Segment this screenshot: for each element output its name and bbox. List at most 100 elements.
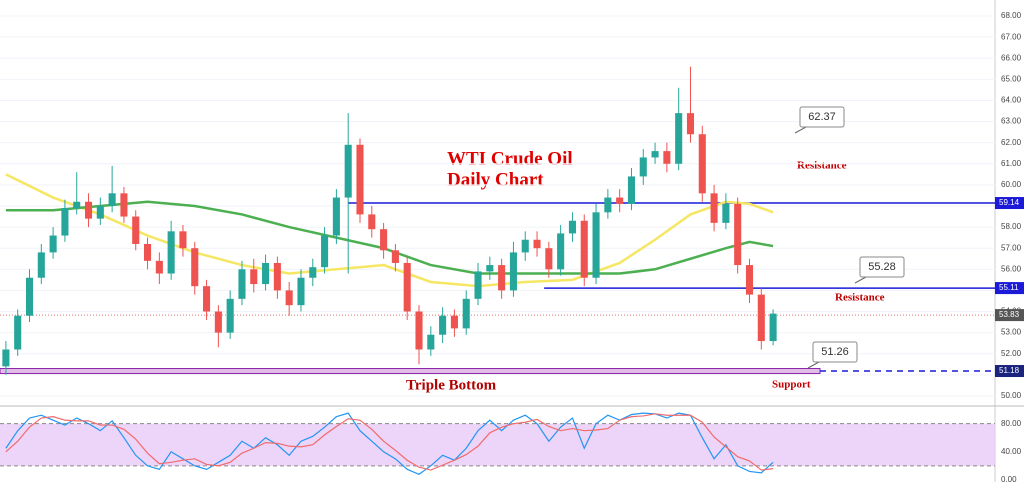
candle-body	[321, 235, 329, 268]
price-tag	[995, 282, 1024, 295]
candle-body	[273, 262, 281, 291]
support-band	[0, 368, 821, 375]
candle-body	[427, 334, 435, 350]
candle-body	[285, 290, 293, 306]
y-tick-label: 40.00	[1001, 447, 1022, 456]
candle-body	[403, 262, 411, 312]
candle-body	[250, 269, 258, 285]
candle-body	[368, 214, 376, 230]
candle-body	[132, 216, 140, 244]
candle-body	[450, 315, 458, 329]
candle-body	[639, 157, 647, 177]
candle-body	[651, 151, 659, 158]
price-tag-label: 55.11	[999, 283, 1019, 292]
candle-body	[710, 193, 718, 223]
y-tick-label: 56.00	[1001, 264, 1022, 273]
price-tag	[995, 197, 1024, 210]
y-tick-label: 60.00	[1001, 180, 1022, 189]
candle-body	[108, 193, 116, 206]
candle-body	[675, 113, 683, 164]
y-tick-label: 57.00	[1001, 243, 1022, 252]
candle-body	[580, 220, 588, 278]
candle-body	[262, 262, 270, 285]
candle-body	[722, 203, 730, 223]
candle-body	[214, 311, 222, 333]
y-tick-label: 64.00	[1001, 96, 1022, 105]
chart-subtitle: Daily Chart	[447, 169, 544, 190]
candle-body	[391, 250, 399, 263]
candle-body	[155, 260, 163, 274]
callout-box	[812, 341, 858, 363]
annotation: Resistance	[835, 292, 885, 304]
candle-body	[226, 298, 234, 333]
candle-body	[769, 313, 777, 342]
callout-pointer	[854, 276, 867, 284]
candle-body	[486, 265, 494, 272]
candle-body	[297, 277, 305, 306]
candle-body	[616, 197, 624, 204]
y-tick-label: 67.00	[1001, 32, 1022, 41]
candle-body	[73, 201, 81, 209]
annotation: Resistance	[797, 160, 847, 172]
y-tick-label: 66.00	[1001, 53, 1022, 62]
price-tag	[995, 309, 1024, 322]
candle-body	[96, 205, 104, 219]
chart-title: WTI Crude Oil	[447, 148, 573, 169]
candle-body	[521, 239, 529, 253]
callout-label: 51.26	[821, 346, 849, 358]
oscillator-line	[5, 413, 774, 471]
candle-body	[415, 311, 423, 350]
candle-body	[698, 134, 706, 194]
candle-body	[2, 349, 10, 367]
candle-body	[557, 233, 565, 270]
candle-body	[356, 144, 364, 215]
candle-body	[203, 286, 211, 312]
y-tick-label: 68.00	[1001, 11, 1022, 20]
price-tag-label: 59.14	[999, 198, 1020, 207]
candle-body	[686, 113, 695, 135]
callout-label: 55.28	[868, 261, 896, 273]
oscillator-line	[5, 412, 774, 475]
callout-pointer	[807, 361, 820, 369]
candle-body	[143, 243, 152, 261]
candle-body	[604, 197, 612, 213]
y-tick-label: 50.00	[1001, 391, 1022, 400]
candle-body	[167, 231, 175, 274]
moving-average	[5, 200, 774, 275]
candle-body	[509, 252, 517, 291]
candle-body	[238, 269, 246, 299]
candle-body	[120, 193, 128, 217]
candle-body	[757, 294, 765, 342]
moving-average	[5, 173, 774, 288]
candle-body	[61, 208, 69, 236]
candle-body	[37, 252, 45, 278]
candle-body	[745, 265, 754, 295]
candle-body	[568, 220, 576, 234]
callout-pointer	[794, 126, 807, 134]
y-tick-label: 80.00	[1001, 419, 1022, 428]
annotation: Support	[772, 379, 811, 391]
candle-body	[474, 271, 482, 299]
y-tick-label: 0.00	[1001, 475, 1017, 482]
callout-label: 62.37	[808, 111, 836, 123]
candle-body	[545, 248, 553, 270]
candle-body	[179, 231, 187, 249]
candle-body	[533, 239, 541, 249]
y-tick-label: 63.00	[1001, 117, 1022, 126]
candle-body	[734, 203, 742, 266]
y-tick-label: 58.00	[1001, 222, 1022, 231]
callout-box	[859, 256, 905, 278]
candle-body	[663, 151, 671, 164]
oscillator-band	[0, 423, 995, 466]
price-tag-label: 51.18	[999, 366, 1020, 375]
price-tag-label: 53.83	[999, 310, 1020, 319]
y-tick-label: 52.00	[1001, 349, 1022, 358]
y-tick-label: 53.00	[1001, 328, 1022, 337]
y-tick-label: 62.00	[1001, 138, 1022, 147]
candle-body	[592, 212, 600, 278]
candle-body	[332, 197, 340, 236]
callout-box	[799, 106, 845, 128]
y-tick-label: 65.00	[1001, 74, 1022, 83]
